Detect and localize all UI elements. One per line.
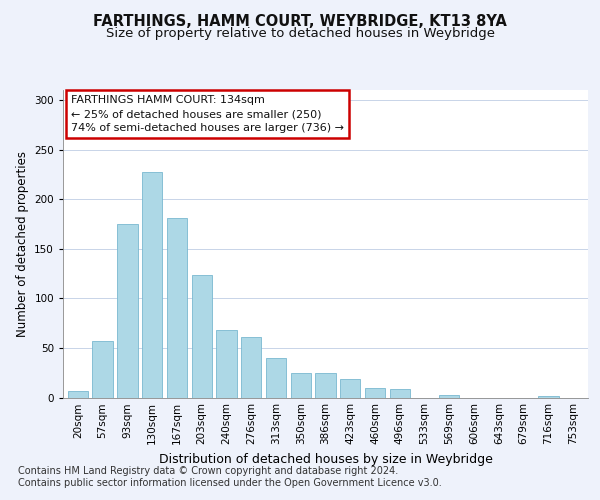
Bar bbox=[439, 394, 460, 398]
Bar bbox=[290, 372, 311, 398]
Text: FARTHINGS HAMM COURT: 134sqm
← 25% of detached houses are smaller (250)
74% of s: FARTHINGS HAMM COURT: 134sqm ← 25% of de… bbox=[71, 94, 344, 134]
Bar bbox=[167, 218, 187, 398]
X-axis label: Distribution of detached houses by size in Weybridge: Distribution of detached houses by size … bbox=[158, 453, 493, 466]
Bar bbox=[92, 341, 113, 398]
Bar bbox=[117, 224, 137, 398]
Bar bbox=[316, 372, 335, 398]
Bar bbox=[389, 388, 410, 398]
Bar bbox=[538, 396, 559, 398]
Bar bbox=[365, 388, 385, 398]
Text: Contains HM Land Registry data © Crown copyright and database right 2024.: Contains HM Land Registry data © Crown c… bbox=[18, 466, 398, 476]
Bar bbox=[241, 337, 262, 398]
Text: Contains public sector information licensed under the Open Government Licence v3: Contains public sector information licen… bbox=[18, 478, 442, 488]
Bar bbox=[266, 358, 286, 398]
Text: FARTHINGS, HAMM COURT, WEYBRIDGE, KT13 8YA: FARTHINGS, HAMM COURT, WEYBRIDGE, KT13 8… bbox=[93, 14, 507, 29]
Bar bbox=[340, 378, 361, 398]
Y-axis label: Number of detached properties: Number of detached properties bbox=[16, 151, 29, 337]
Bar bbox=[216, 330, 236, 398]
Text: Size of property relative to detached houses in Weybridge: Size of property relative to detached ho… bbox=[106, 28, 494, 40]
Bar bbox=[142, 172, 163, 398]
Bar bbox=[68, 390, 88, 398]
Bar bbox=[191, 274, 212, 398]
